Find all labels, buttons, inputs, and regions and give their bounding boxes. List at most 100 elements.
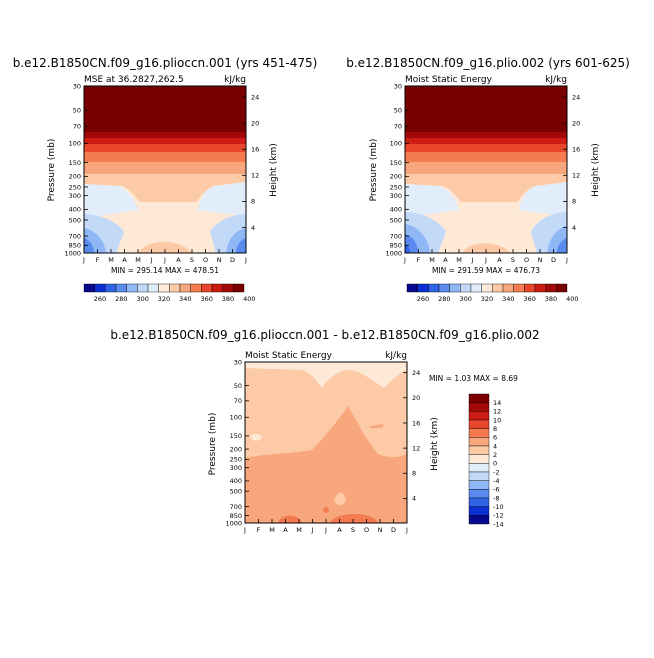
colorbar-swatch [105,283,117,293]
colorbar-label: -4 [493,477,499,485]
colorbar-swatch [94,283,106,293]
panel-3-spot-right [370,424,384,428]
panel-2: b.e12.B1850CN.f09_g16.plio.002 (yrs 601-… [346,56,630,303]
colorbar-swatch [449,283,461,293]
x-tick-label: S [351,526,355,534]
panel-2-band-7 [405,174,567,202]
y-tick-label: 100 [390,140,402,148]
colorbar-swatch [470,283,482,293]
x-tick-label: J [565,256,568,264]
x-tick-label: J [405,526,408,534]
panel-3-subtitle: Moist Static Energy [245,351,333,361]
colorbar-label: 6 [493,434,497,442]
y-tick-label: 50 [73,107,81,115]
colorbar-swatch [524,283,536,293]
x-tick-label: F [417,256,421,264]
colorbar-label: 380 [222,295,234,303]
panel-1-left-low [84,238,94,253]
colorbar-swatch [556,283,568,293]
panel-3-pale-spot [250,433,262,441]
panel-1-title: b.e12.B1850CN.f09_g16.plioccn.001 (yrs 4… [13,56,318,70]
y-right-tick-label: 4 [572,224,576,232]
x-tick-label: A [443,256,448,264]
y-tick-label: 1000 [64,249,81,257]
panel-2-ylabel-right: Height (km) [591,143,601,197]
y-tick-label: 850 [230,512,242,520]
panel-2-band-top [405,86,567,132]
x-tick-label: M [456,256,462,264]
colorbar-swatch [460,283,472,293]
y-tick-label: 100 [69,140,81,148]
colorbar-swatch [201,283,213,293]
colorbar-label: -8 [493,494,499,502]
panel-1-band-top [84,86,246,132]
panel-3-stats: MIN = 1.03 MAX = 8.69 [429,374,518,383]
colorbar-swatch [438,283,450,293]
panel-1-subtitle: MSE at 36.2827,262.5 [84,75,184,85]
y-tick-label: 200 [390,173,402,181]
x-tick-label: D [230,256,235,264]
colorbar-label: 320 [158,295,170,303]
panel-1-right-pale [198,182,246,216]
panel-1-band-5 [84,152,246,162]
y-tick-label: 500 [69,216,81,224]
panel-3-title: b.e12.B1850CN.f09_g16.plioccn.001 - b.e1… [110,328,539,342]
colorbar-swatch [115,283,127,293]
colorbar-swatch [502,283,514,293]
colorbar-swatch [468,393,490,403]
x-tick-label: F [96,256,100,264]
panel-1-field [84,86,246,253]
x-tick-label: A [122,256,127,264]
colorbar-swatch [468,471,490,481]
panel-2-band-5 [405,152,567,162]
y-tick-label: 100 [230,414,242,422]
x-tick-label: D [391,526,396,534]
colorbar-swatch [468,506,490,516]
colorbar-swatch [468,419,490,429]
panel-1-band-3 [84,138,246,144]
colorbar-label: -14 [493,520,504,528]
colorbar-label: 260 [94,295,106,303]
panel-2-band-3 [405,138,567,144]
colorbar-swatch [468,463,490,473]
x-tick-label: J [311,526,314,534]
x-tick-label: M [135,256,141,264]
x-tick-label: J [403,256,406,264]
y-right-tick-label: 12 [251,172,259,180]
y-tick-label: 150 [390,159,402,167]
panel-2-band-2 [405,132,567,138]
y-tick-label: 850 [69,242,81,250]
panel-3-units: kJ/kg [385,351,407,361]
colorbar-swatch [545,283,557,293]
colorbar-label: 380 [545,295,557,303]
y-tick-label: 150 [69,159,81,167]
colorbar-swatch [169,283,181,293]
x-tick-label: J [150,256,153,264]
colorbar-label: 0 [493,460,497,468]
colorbar-swatch [126,283,138,293]
y-tick-label: 200 [230,445,242,453]
y-tick-label: 700 [390,232,402,240]
y-tick-label: 500 [230,487,242,495]
colorbar-swatch [406,283,418,293]
colorbar-label: -6 [493,486,499,494]
panel-2-units: kJ/kg [545,75,567,85]
y-tick-label: 850 [390,242,402,250]
x-tick-label: M [269,526,275,534]
y-tick-label: 70 [394,123,402,131]
y-right-tick-label: 16 [572,146,580,154]
colorbar-label: 340 [502,295,514,303]
colorbar-swatch [137,283,149,293]
y-tick-label: 150 [230,432,242,440]
panel-3-dark-spot-2 [330,513,378,523]
y-tick-label: 1000 [225,519,242,527]
colorbar-swatch [468,489,490,499]
colorbar-swatch [179,283,191,293]
colorbar-swatch [158,283,170,293]
x-tick-label: O [203,256,208,264]
colorbar-swatch [468,411,490,421]
y-tick-label: 70 [73,123,81,131]
x-tick-label: J [163,256,166,264]
